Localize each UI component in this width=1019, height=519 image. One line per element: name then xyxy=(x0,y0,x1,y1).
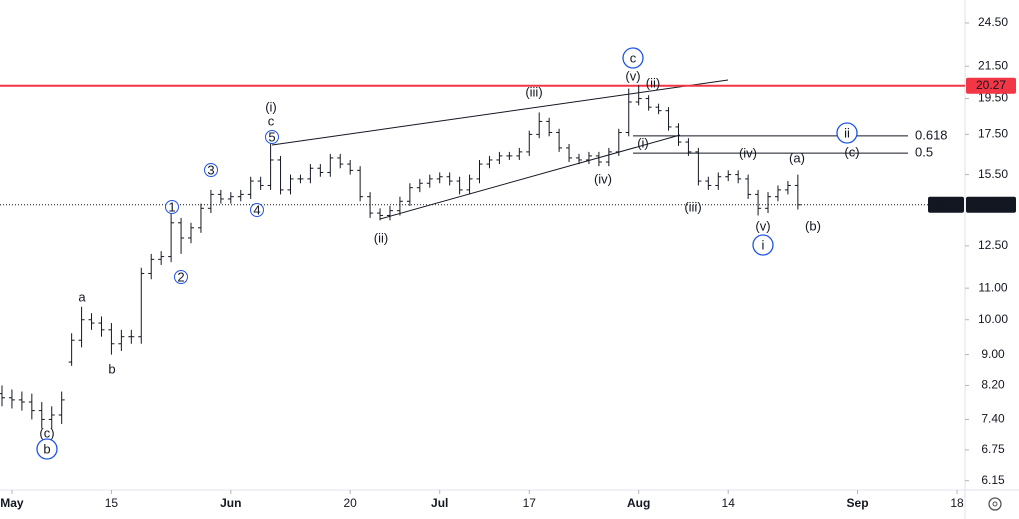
wave-label: b xyxy=(108,361,115,376)
y-tick-label: 12.50 xyxy=(978,238,1008,252)
wave-label: i xyxy=(762,237,765,252)
wave-label: (v) xyxy=(625,68,640,83)
x-tick-label: May xyxy=(0,496,24,510)
x-tick-label: Sep xyxy=(847,496,869,510)
wave-label: (ii) xyxy=(646,75,660,90)
price-line-label: 20.27 xyxy=(976,78,1006,92)
y-tick-label: 7.40 xyxy=(981,412,1005,426)
x-tick-label: Aug xyxy=(627,496,650,510)
wave-label: b xyxy=(43,441,50,456)
last-price-label: 14.15 xyxy=(976,197,1006,211)
wave-circle xyxy=(622,47,644,69)
wave-label: (i) xyxy=(265,99,277,114)
wave-label: c xyxy=(268,113,275,128)
wave-label: (ii) xyxy=(374,230,388,245)
trendline xyxy=(379,134,681,220)
symbol-label: PLTR xyxy=(931,197,961,211)
wave-label: 4 xyxy=(253,202,260,217)
symbol-tag xyxy=(928,196,964,213)
wave-label: (i) xyxy=(637,135,649,150)
wave-label: a xyxy=(78,289,86,304)
wave-label: 1 xyxy=(168,199,175,214)
y-tick-label: 19.50 xyxy=(978,91,1008,105)
x-tick-label: 14 xyxy=(722,496,736,510)
x-tick-label: Jul xyxy=(431,496,448,510)
fib-label: 0.618 xyxy=(915,127,948,142)
wave-label: 5 xyxy=(268,129,275,144)
x-tick-label: 15 xyxy=(105,496,119,510)
settings-icon[interactable] xyxy=(988,497,1002,511)
x-tick-label: 18 xyxy=(950,496,964,510)
x-tick-label: Jun xyxy=(220,496,241,510)
fib-label: 0.5 xyxy=(915,145,933,160)
wave-circle xyxy=(836,122,858,144)
wave-circle xyxy=(265,130,279,144)
y-tick-label: 21.50 xyxy=(978,58,1008,72)
last-price-tag xyxy=(966,196,1016,213)
y-tick-label: 8.20 xyxy=(981,378,1005,392)
wave-label: (iii) xyxy=(684,199,701,214)
wave-circle xyxy=(36,438,58,460)
y-tick-label: 6.75 xyxy=(981,442,1005,456)
y-tick-label: 10.00 xyxy=(978,312,1008,326)
wave-label: ii xyxy=(844,125,850,140)
wave-circle xyxy=(752,234,774,256)
wave-circle xyxy=(250,203,264,217)
wave-label: 3 xyxy=(207,162,214,177)
trendline xyxy=(271,79,729,146)
wave-label: (iv) xyxy=(594,171,612,186)
wave-label: (b) xyxy=(805,218,821,233)
wave-label: (iv) xyxy=(739,145,757,160)
wave-label: 2 xyxy=(177,269,184,284)
price-line-tag xyxy=(966,77,1016,94)
y-tick-label: 17.50 xyxy=(978,127,1008,141)
y-tick-label: 11.00 xyxy=(978,280,1007,294)
wave-circle xyxy=(204,163,218,177)
y-tick-label: 15.50 xyxy=(978,167,1008,181)
wave-label: (v) xyxy=(755,218,770,233)
wave-label: (iii) xyxy=(525,84,542,99)
y-tick-label: 24.50 xyxy=(978,15,1008,29)
wave-label: (c) xyxy=(39,425,54,440)
wave-circle xyxy=(165,200,179,214)
wave-label: (c) xyxy=(844,144,859,159)
y-tick-label: 9.00 xyxy=(981,347,1005,361)
x-tick-label: 20 xyxy=(344,496,358,510)
y-tick-label: 6.15 xyxy=(981,473,1005,487)
x-tick-label: 17 xyxy=(523,496,537,510)
wave-label: c xyxy=(630,50,637,65)
wave-circle xyxy=(174,270,188,284)
wave-label: (a) xyxy=(789,150,805,165)
